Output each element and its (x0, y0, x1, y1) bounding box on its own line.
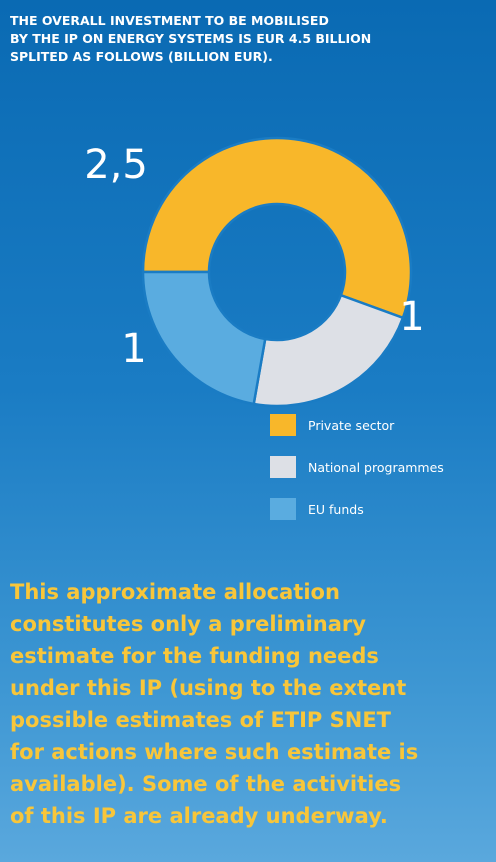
note-line: possible estimates of ETIP SNET (10, 708, 391, 732)
value-label-private-sector: 2,5 (84, 142, 148, 188)
note-line: constitutes only a preliminary (10, 612, 366, 636)
donut-chart: 2,5 1 1 (84, 136, 425, 408)
legend-swatch (270, 456, 296, 478)
note-line: estimate for the funding needs (10, 644, 379, 668)
legend-label: EU funds (308, 502, 364, 517)
value-label-national-programmes: 1 (399, 294, 424, 340)
slice-national-programmes (252, 293, 405, 408)
heading-line: BY THE IP ON ENERGY SYSTEMS IS EUR 4.5 B… (10, 31, 372, 46)
legend-label: National programmes (308, 460, 444, 475)
allocation-note: This approximate allocation constitutes … (10, 576, 490, 832)
slice-private-sector (141, 136, 413, 320)
heading-line: SPLITED AS FOLLOWS (BILLION EUR). (10, 49, 273, 64)
page-heading: THE OVERALL INVESTMENT TO BE MOBILISED B… (10, 12, 490, 66)
legend-label: Private sector (308, 418, 395, 433)
note-line: of this IP are already underway. (10, 804, 388, 828)
note-line: under this IP (using to the extent (10, 676, 407, 700)
note-line: This approximate allocation (10, 580, 340, 604)
legend-swatch (270, 498, 296, 520)
note-line: for actions where such estimate is (10, 740, 419, 764)
slice-eu-funds (141, 270, 267, 406)
value-label-eu-funds: 1 (121, 326, 146, 372)
heading-line: THE OVERALL INVESTMENT TO BE MOBILISED (10, 13, 329, 28)
note-line: available). Some of the activities (10, 772, 402, 796)
legend-swatch (270, 414, 296, 436)
